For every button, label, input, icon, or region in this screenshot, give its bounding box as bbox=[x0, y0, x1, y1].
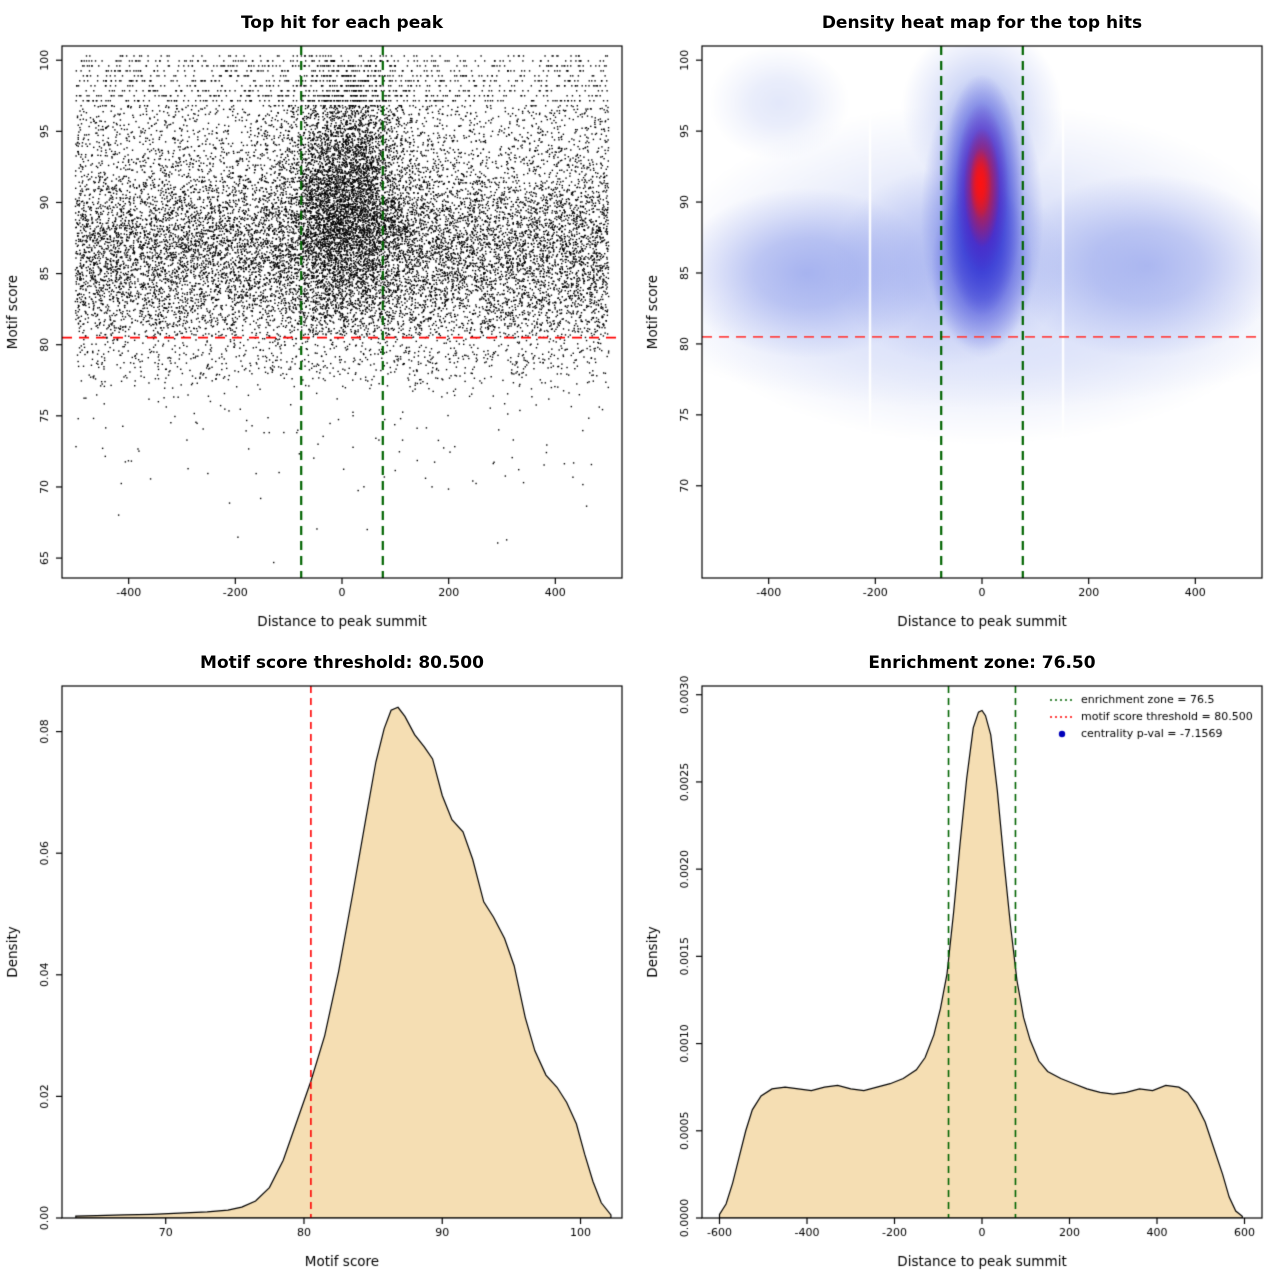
score-density-plot bbox=[0, 640, 640, 1280]
scatter-plot bbox=[0, 0, 640, 640]
distance-density-title: Enrichment zone: 76.50 bbox=[868, 653, 1096, 673]
distance-density-plot bbox=[640, 640, 1280, 1280]
panel-score-density: Motif score threshold: 80.500 bbox=[0, 640, 640, 1280]
heatmap-plot bbox=[640, 0, 1280, 640]
panel-distance-density: Enrichment zone: 76.50 bbox=[640, 640, 1280, 1280]
scatter-title: Top hit for each peak bbox=[240, 13, 444, 33]
panel-scatter: Top hit for each peak bbox=[0, 0, 640, 640]
heatmap-title: Density heat map for the top hits bbox=[821, 13, 1143, 33]
panel-heatmap: Density heat map for the top hits bbox=[640, 0, 1280, 640]
score-density-title: Motif score threshold: 80.500 bbox=[200, 653, 484, 673]
